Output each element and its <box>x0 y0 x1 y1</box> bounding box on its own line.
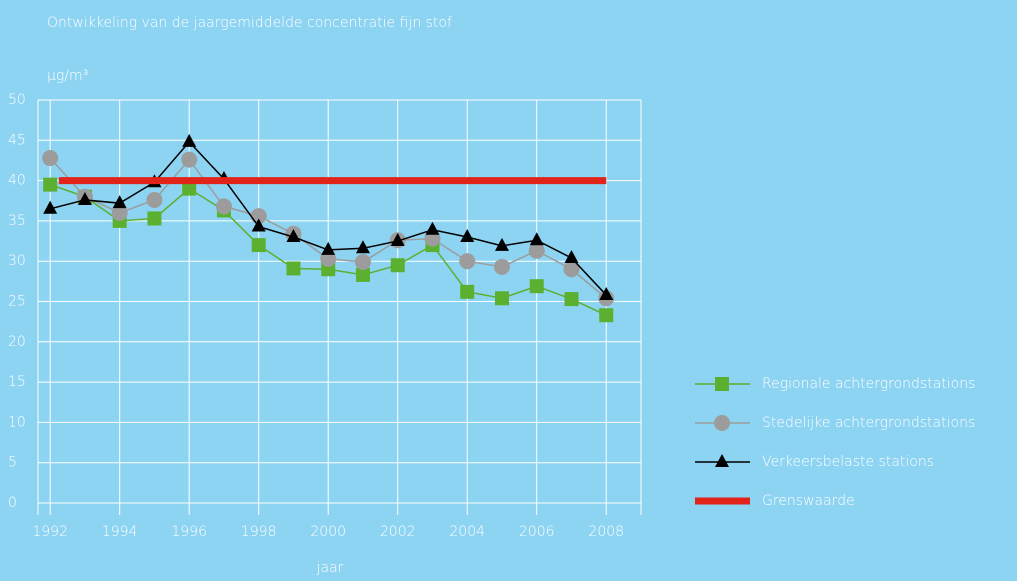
marker <box>286 229 301 243</box>
legend-label: Regionale achtergrondstations <box>762 376 975 392</box>
marker <box>112 195 127 209</box>
marker <box>251 218 266 232</box>
x-tick-label: 1994 <box>102 524 138 540</box>
marker <box>459 253 476 270</box>
marker <box>564 292 579 307</box>
y-tick-label: 30 <box>8 253 26 269</box>
marker <box>354 254 371 271</box>
y-axis-label: µg/m³ <box>47 68 88 84</box>
legend-label: Stedelijke achtergrondstations <box>762 415 975 431</box>
legend-marker <box>714 415 730 431</box>
y-tick-label: 35 <box>8 213 26 229</box>
legend-label: Grenswaarde <box>762 493 855 509</box>
marker <box>563 261 580 278</box>
legend-marker <box>715 454 729 467</box>
y-tick-label: 45 <box>8 132 26 148</box>
marker <box>355 240 370 254</box>
marker <box>182 181 197 196</box>
y-tick-label: 5 <box>8 455 17 471</box>
marker <box>147 211 162 226</box>
marker <box>286 261 301 276</box>
marker <box>599 287 614 301</box>
marker <box>146 191 163 208</box>
marker <box>460 284 475 299</box>
marker <box>494 237 509 251</box>
y-tick-label: 50 <box>8 92 26 108</box>
marker <box>529 279 544 294</box>
marker <box>493 258 510 275</box>
x-tick-label: 2004 <box>449 524 485 540</box>
chart-title: Ontwikkeling van de jaargemiddelde conce… <box>47 15 452 31</box>
x-tick-label: 2002 <box>380 524 416 540</box>
legend-label: Verkeersbelaste stations <box>762 454 934 470</box>
marker <box>355 267 370 282</box>
marker <box>42 150 59 167</box>
marker <box>181 151 198 168</box>
marker <box>43 200 58 214</box>
y-tick-label: 10 <box>8 414 26 430</box>
x-tick-label: 1992 <box>32 524 68 540</box>
x-tick-label: 2006 <box>519 524 555 540</box>
x-tick-label: 1998 <box>241 524 277 540</box>
marker <box>251 238 266 253</box>
x-tick-label: 1996 <box>171 524 207 540</box>
marker <box>460 229 475 243</box>
marker <box>529 232 544 246</box>
y-tick-label: 20 <box>8 334 26 350</box>
y-tick-label: 25 <box>8 294 26 310</box>
marker <box>494 291 509 306</box>
marker <box>390 233 405 247</box>
legend-marker <box>715 377 729 391</box>
marker <box>390 258 405 273</box>
marker <box>77 191 92 205</box>
y-tick-label: 0 <box>8 495 17 511</box>
x-axis-label: jaar <box>316 560 344 576</box>
marker <box>215 198 232 215</box>
marker <box>321 241 336 255</box>
x-tick-label: 2000 <box>310 524 346 540</box>
marker <box>528 242 545 259</box>
y-tick-label: 15 <box>8 374 26 390</box>
marker <box>564 249 579 263</box>
y-tick-label: 40 <box>8 173 26 189</box>
marker <box>111 204 128 221</box>
marker <box>599 308 614 323</box>
x-tick-label: 2008 <box>588 524 624 540</box>
marker <box>425 221 440 235</box>
marker <box>182 133 197 147</box>
marker <box>43 177 58 192</box>
